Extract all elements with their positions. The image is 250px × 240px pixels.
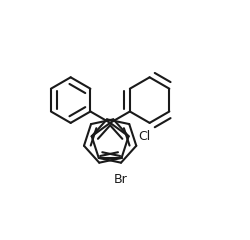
Text: Br: Br [114,173,128,186]
Text: Cl: Cl [138,130,151,143]
